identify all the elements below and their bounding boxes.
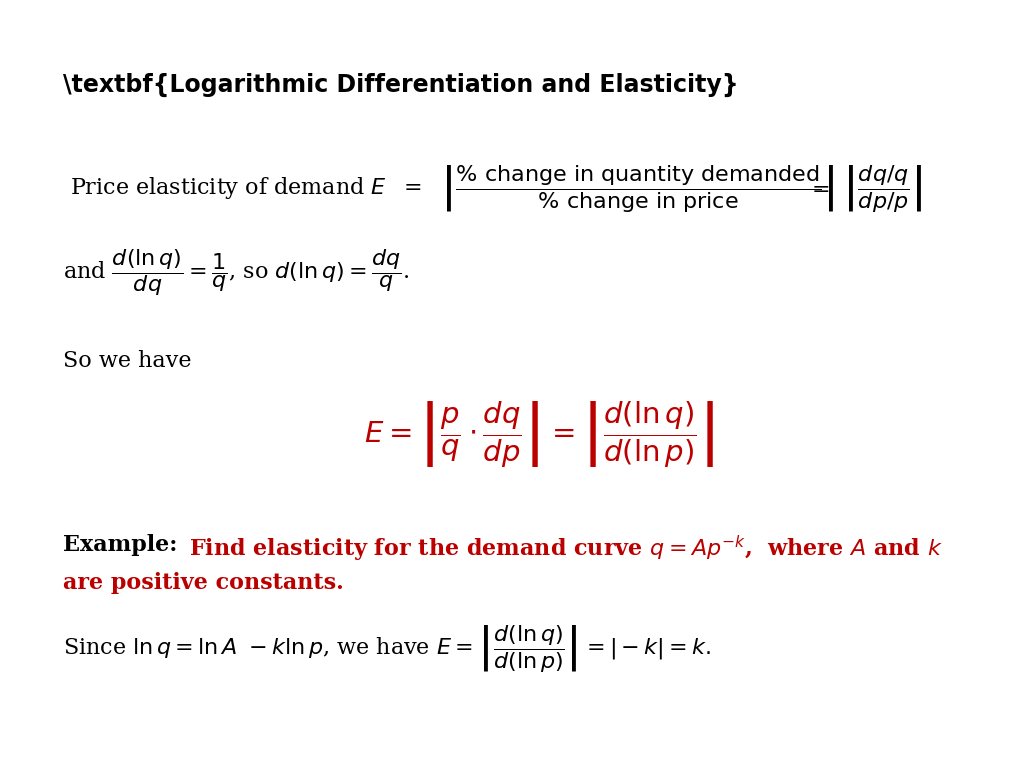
Text: \textbf{Logarithmic Differentiation and Elasticity}: \textbf{Logarithmic Differentiation and … [63, 73, 739, 97]
Text: Example:: Example: [63, 534, 185, 556]
Text: are positive constants.: are positive constants. [63, 572, 344, 594]
Text: Price elasticity of demand $E\ \ =$: Price elasticity of demand $E\ \ =$ [70, 175, 422, 201]
Text: $=$: $=$ [807, 177, 829, 199]
Text: and $\dfrac{d(\ln q)}{dq} = \dfrac{1}{q}$, so $d(\ln q) = \dfrac{dq}{q}$.: and $\dfrac{d(\ln q)}{dq} = \dfrac{1}{q}… [63, 247, 410, 298]
Text: $\left|\dfrac{dq/q}{dp/p}\right|$: $\left|\dfrac{dq/q}{dp/p}\right|$ [842, 163, 923, 214]
Text: So we have: So we have [63, 350, 191, 372]
Text: $\mathit{E} = \left|\dfrac{\mathit{p}}{\mathit{q}}\cdot\dfrac{\mathit{dq}}{\math: $\mathit{E} = \left|\dfrac{\mathit{p}}{\… [364, 399, 714, 469]
Text: $\left|\dfrac{\% \text{ change in quantity demanded}}{\% \text{ change in price}: $\left|\dfrac{\% \text{ change in quanti… [440, 163, 835, 214]
Text: Find elasticity for the demand curve $q = Ap^{-k}$,  where $A$ and $k$: Find elasticity for the demand curve $q … [189, 534, 943, 564]
Text: Since $\ln q = \ln A\ - k \ln p$, we have $E = \left|\dfrac{d(\ln q)}{d(\ln p)}\: Since $\ln q = \ln A\ - k \ln p$, we hav… [63, 624, 712, 674]
